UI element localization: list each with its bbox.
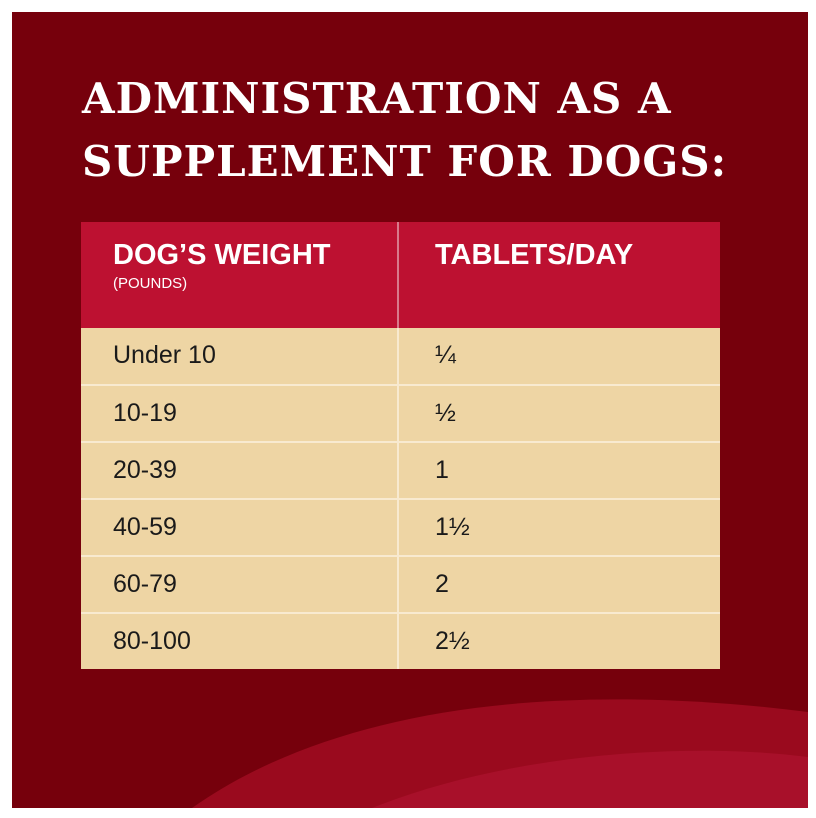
tablets-cell: 1½	[435, 513, 470, 541]
weight-cell: 60-79	[81, 557, 399, 612]
tablets-cell: ¼	[435, 341, 456, 369]
weight-cell: 10-19	[81, 386, 399, 441]
header-weight-label: DOG’S WEIGHT	[113, 239, 331, 271]
dosage-table: DOG’S WEIGHT (POUNDS) TABLETS/DAY Under …	[81, 222, 720, 669]
header-weight: DOG’S WEIGHT (POUNDS)	[81, 222, 399, 328]
weight-cell: 40-59	[81, 500, 399, 555]
weight-cell: 20-39	[81, 443, 399, 498]
weight-cell: Under 10	[81, 328, 399, 384]
table-row: Under 10 ¼	[81, 328, 720, 384]
header-tablets-label: TABLETS/DAY	[435, 239, 634, 271]
title-line-2: SUPPLEMENT FOR DOGS:	[82, 137, 728, 186]
tablets-cell: 2	[435, 570, 449, 598]
table-row: 60-79 2	[81, 555, 720, 612]
tablets-cell: 2½	[435, 627, 470, 655]
header-weight-unit: (POUNDS)	[113, 275, 188, 292]
table-row: 20-39 1	[81, 441, 720, 498]
weight-cell: 80-100	[81, 614, 399, 669]
tablets-cell: 1	[435, 456, 449, 484]
table-row: 40-59 1½	[81, 498, 720, 555]
background-swoosh	[192, 699, 808, 808]
tablets-cell: ½	[435, 399, 456, 427]
table-header: DOG’S WEIGHT (POUNDS) TABLETS/DAY	[81, 222, 720, 328]
table-row: 10-19 ½	[81, 384, 720, 441]
page-title: ADMINISTRATION AS A SUPPLEMENT FOR DOGS:	[82, 67, 782, 193]
title-line-1: ADMINISTRATION AS A	[82, 74, 672, 123]
header-tablets: TABLETS/DAY	[399, 222, 720, 328]
table-row: 80-100 2½	[81, 612, 720, 669]
table-body: Under 10 ¼ 10-19 ½ 20-39 1 40-59 1½ 60-7…	[81, 328, 720, 669]
dosage-panel: ADMINISTRATION AS A SUPPLEMENT FOR DOGS:…	[12, 12, 808, 808]
